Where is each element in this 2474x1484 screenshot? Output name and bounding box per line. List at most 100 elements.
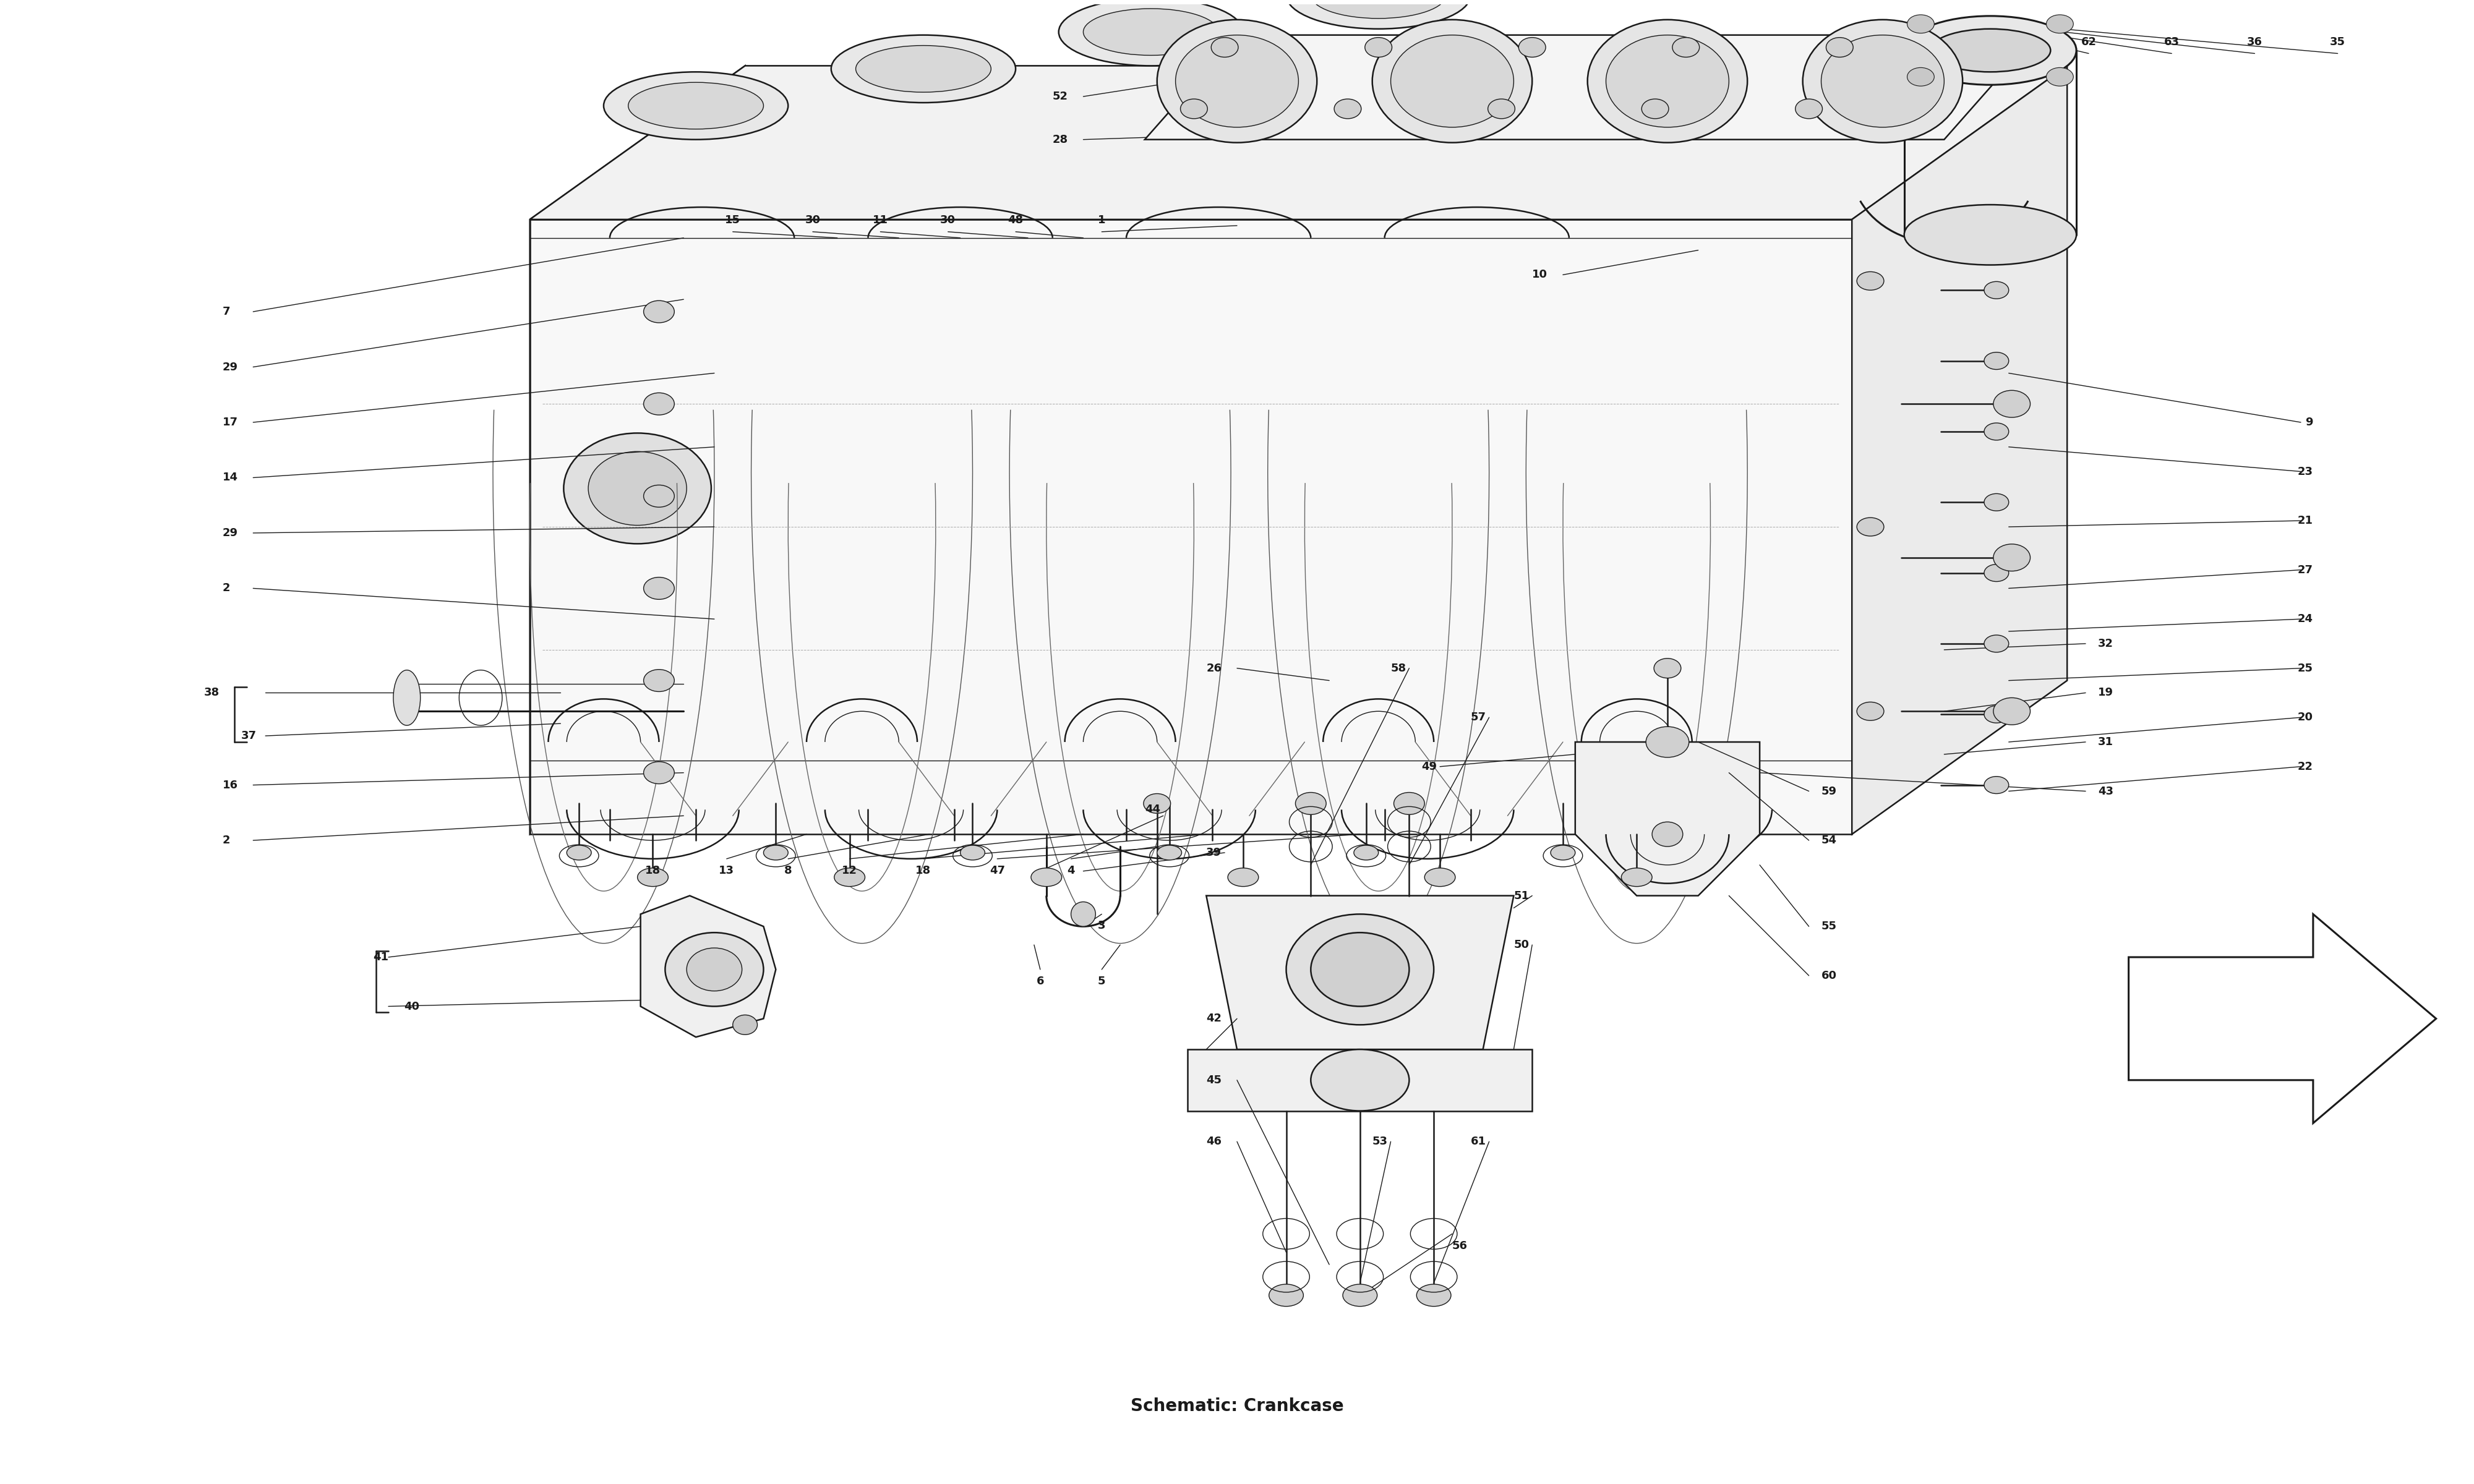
Polygon shape — [1853, 65, 2068, 834]
Text: 59: 59 — [1821, 785, 1836, 797]
Ellipse shape — [1984, 423, 2009, 441]
Text: 56: 56 — [1452, 1241, 1467, 1251]
Text: 23: 23 — [2298, 466, 2313, 476]
Text: 45: 45 — [1207, 1074, 1222, 1086]
Text: 22: 22 — [2298, 761, 2313, 772]
Text: 9: 9 — [2306, 417, 2313, 427]
Ellipse shape — [1519, 37, 1546, 58]
Ellipse shape — [1343, 1284, 1378, 1306]
Ellipse shape — [1826, 37, 1853, 58]
Ellipse shape — [856, 46, 992, 92]
Ellipse shape — [1393, 792, 1425, 815]
Ellipse shape — [1296, 792, 1326, 815]
Ellipse shape — [732, 1015, 757, 1034]
Text: 41: 41 — [374, 951, 388, 963]
Text: 51: 51 — [1514, 890, 1529, 901]
Text: 34: 34 — [1680, 73, 1695, 83]
Polygon shape — [529, 65, 745, 834]
Ellipse shape — [1212, 37, 1237, 58]
Text: 48: 48 — [1007, 215, 1024, 226]
Text: 63: 63 — [2165, 36, 2180, 47]
Text: 18: 18 — [915, 865, 930, 876]
Text: 20: 20 — [2298, 712, 2313, 723]
Ellipse shape — [1158, 19, 1316, 142]
Text: 13: 13 — [720, 865, 735, 876]
Ellipse shape — [1984, 564, 2009, 582]
Ellipse shape — [1390, 36, 1514, 128]
Ellipse shape — [643, 761, 675, 784]
Ellipse shape — [1930, 28, 2051, 71]
Text: 1: 1 — [1098, 215, 1106, 226]
Ellipse shape — [1551, 846, 1576, 861]
Text: 10: 10 — [1531, 269, 1549, 280]
Ellipse shape — [1269, 1284, 1304, 1306]
Ellipse shape — [1071, 902, 1096, 926]
Text: 7: 7 — [223, 306, 230, 318]
Ellipse shape — [2046, 15, 2073, 33]
Text: 30: 30 — [804, 215, 821, 226]
Text: 28: 28 — [1051, 134, 1069, 145]
Ellipse shape — [1588, 19, 1747, 142]
Ellipse shape — [1655, 659, 1680, 678]
Text: 19: 19 — [2098, 687, 2113, 699]
Ellipse shape — [628, 83, 764, 129]
Text: 2: 2 — [223, 835, 230, 846]
Text: 5: 5 — [1098, 975, 1106, 987]
Ellipse shape — [1804, 19, 1962, 142]
Text: 8: 8 — [784, 865, 792, 876]
Ellipse shape — [1907, 68, 1935, 86]
Text: 29: 29 — [223, 527, 238, 539]
Text: 30: 30 — [940, 215, 955, 226]
Ellipse shape — [589, 451, 688, 525]
Polygon shape — [529, 220, 1853, 834]
Ellipse shape — [643, 301, 675, 322]
Ellipse shape — [1858, 702, 1883, 721]
Ellipse shape — [564, 433, 710, 543]
Ellipse shape — [1311, 0, 1447, 18]
Text: 2: 2 — [223, 583, 230, 594]
Ellipse shape — [1311, 1049, 1410, 1112]
Ellipse shape — [834, 868, 866, 886]
Text: 47: 47 — [990, 865, 1004, 876]
Text: 39: 39 — [1207, 847, 1222, 858]
Ellipse shape — [1907, 15, 1935, 33]
Ellipse shape — [1858, 518, 1883, 536]
Ellipse shape — [1984, 352, 2009, 370]
Ellipse shape — [643, 669, 675, 692]
Ellipse shape — [604, 71, 789, 139]
Text: 38: 38 — [203, 687, 220, 699]
Text: 35: 35 — [2331, 36, 2345, 47]
Text: 29: 29 — [223, 362, 238, 372]
Ellipse shape — [1796, 99, 1823, 119]
Ellipse shape — [1994, 545, 2031, 571]
Ellipse shape — [1984, 706, 2009, 723]
Ellipse shape — [643, 485, 675, 508]
Ellipse shape — [1606, 36, 1729, 128]
Ellipse shape — [643, 393, 675, 416]
Text: 18: 18 — [646, 865, 661, 876]
Polygon shape — [1576, 742, 1759, 896]
Ellipse shape — [1366, 37, 1393, 58]
Text: 42: 42 — [1207, 1014, 1222, 1024]
Ellipse shape — [643, 577, 675, 600]
Text: 6: 6 — [1037, 975, 1044, 987]
Ellipse shape — [764, 846, 789, 861]
Text: 32: 32 — [2098, 638, 2113, 649]
Ellipse shape — [1620, 868, 1653, 886]
Ellipse shape — [567, 846, 591, 861]
Ellipse shape — [831, 36, 1017, 102]
Text: 37: 37 — [240, 730, 257, 742]
Ellipse shape — [1353, 846, 1378, 861]
Text: 44: 44 — [1145, 804, 1160, 815]
Text: 24: 24 — [2298, 613, 2313, 625]
Text: 46: 46 — [1207, 1137, 1222, 1147]
Text: 16: 16 — [223, 779, 238, 791]
Ellipse shape — [960, 846, 985, 861]
Ellipse shape — [1418, 1284, 1450, 1306]
Ellipse shape — [2046, 68, 2073, 86]
Ellipse shape — [1994, 390, 2031, 417]
Text: 31: 31 — [2098, 736, 2113, 748]
Ellipse shape — [1905, 205, 2076, 266]
Text: 57: 57 — [1470, 712, 1487, 723]
Text: 33: 33 — [1999, 36, 2014, 47]
